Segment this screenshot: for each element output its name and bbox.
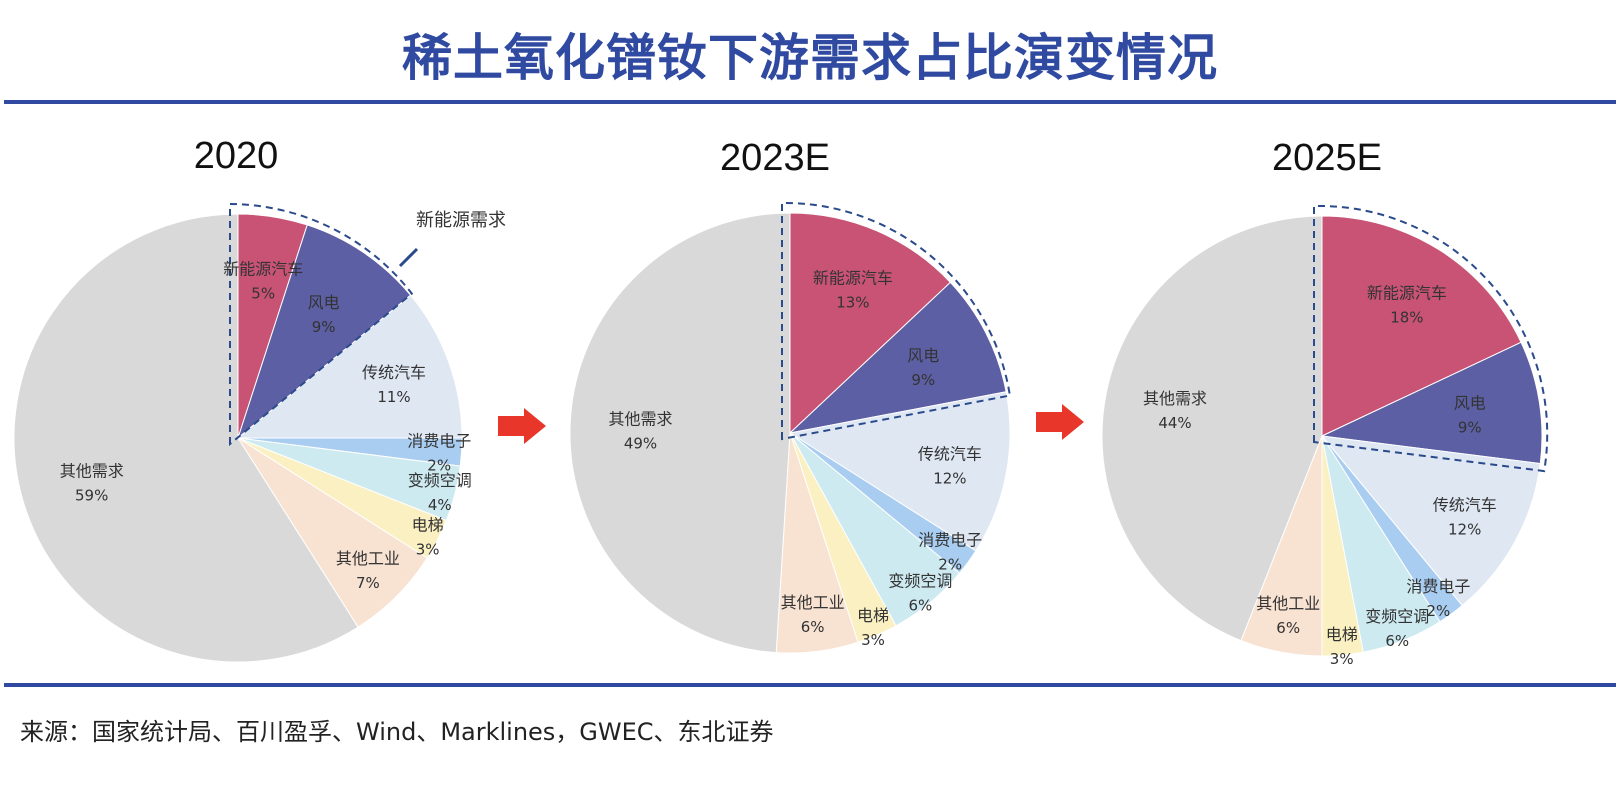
slice-label-0-1: 风电 xyxy=(308,293,340,312)
slice-value-2-0: 18% xyxy=(1390,308,1423,326)
highlight-outline-2 xyxy=(1313,204,1549,473)
slice-label-0-0: 新能源汽车 xyxy=(223,260,303,279)
slice-label-0-3: 消费电子 xyxy=(407,432,471,451)
pie-slice-2-2 xyxy=(1320,435,1541,607)
transition-arrow-1 xyxy=(1036,404,1084,440)
highlight-outline-0 xyxy=(229,202,414,447)
slice-label-2-7: 其他需求 xyxy=(1143,389,1207,408)
slice-value-2-3: 2% xyxy=(1427,602,1451,620)
slice-label-1-0: 新能源汽车 xyxy=(813,269,893,288)
slice-value-0-3: 2% xyxy=(427,457,451,475)
source-note: 来源：国家统计局、百川盈孚、Wind、Marklines，GWEC、东北证券 xyxy=(20,718,774,746)
slice-value-2-5: 3% xyxy=(1330,650,1354,668)
slice-label-1-2: 传统汽车 xyxy=(918,445,982,464)
slice-label-0-4: 变频空调 xyxy=(408,471,472,490)
top-divider xyxy=(4,100,1616,104)
slice-label-2-1: 风电 xyxy=(1454,394,1486,413)
slice-label-1-1: 风电 xyxy=(907,346,939,365)
pie-slice-0-2 xyxy=(236,294,463,439)
pie-slice-2-0 xyxy=(1321,215,1522,437)
slice-value-0-7: 59% xyxy=(75,487,108,505)
slice-label-0-7: 其他需求 xyxy=(60,462,124,481)
slice-value-2-1: 9% xyxy=(1458,419,1482,437)
slice-value-1-4: 6% xyxy=(909,597,933,615)
slice-value-0-0: 5% xyxy=(251,285,275,303)
highlight-outline-1 xyxy=(781,201,1012,441)
slice-label-2-6: 其他工业 xyxy=(1256,594,1320,613)
slice-value-2-2: 12% xyxy=(1448,520,1481,538)
slice-label-1-3: 消费电子 xyxy=(918,530,982,549)
slice-value-0-4: 4% xyxy=(428,496,452,514)
slice-label-0-2: 传统汽车 xyxy=(362,363,426,382)
slice-value-1-7: 49% xyxy=(624,434,657,452)
chart-title-1: 2023E xyxy=(720,137,830,179)
slice-value-1-0: 13% xyxy=(836,294,869,312)
slice-label-0-6: 其他工业 xyxy=(336,549,400,568)
slice-value-1-5: 3% xyxy=(861,631,885,649)
pie-slice-2-1 xyxy=(1320,341,1543,465)
slice-label-1-7: 其他需求 xyxy=(608,409,672,428)
slice-value-2-4: 6% xyxy=(1385,632,1409,650)
chart-title-2: 2025E xyxy=(1272,137,1382,179)
slice-value-2-6: 6% xyxy=(1276,619,1300,637)
slice-value-0-5: 3% xyxy=(416,541,440,559)
slice-value-0-1: 9% xyxy=(312,318,336,336)
slice-label-2-0: 新能源汽车 xyxy=(1367,283,1447,302)
pie-slice-0-7 xyxy=(13,213,359,663)
slice-label-2-4: 变频空调 xyxy=(1365,607,1429,626)
slice-value-1-6: 6% xyxy=(801,618,825,636)
transition-arrow-0 xyxy=(498,408,546,444)
slice-label-1-4: 变频空调 xyxy=(888,572,952,591)
bottom-divider xyxy=(4,683,1616,687)
slice-value-0-6: 7% xyxy=(356,574,380,592)
pie-slice-1-0 xyxy=(789,212,952,435)
chart-title-0: 2020 xyxy=(194,135,279,177)
slice-value-1-2: 12% xyxy=(933,470,966,488)
pie-slice-2-7 xyxy=(1101,215,1323,642)
pie-slice-0-1 xyxy=(236,224,412,440)
slice-label-0-5: 电梯 xyxy=(412,516,444,535)
slice-label-1-6: 其他工业 xyxy=(781,593,845,612)
callout-leader xyxy=(398,247,419,268)
slice-value-1-1: 9% xyxy=(911,371,935,389)
slice-label-2-5: 电梯 xyxy=(1326,625,1358,644)
slice-value-2-7: 44% xyxy=(1158,414,1191,432)
callout-label: 新能源需求 xyxy=(416,210,506,231)
pie-slice-1-7 xyxy=(569,212,791,654)
slice-label-2-3: 消费电子 xyxy=(1406,577,1470,596)
pie-slice-1-1 xyxy=(788,281,1007,434)
page-title: 稀土氧化镨钕下游需求占比演变情况 xyxy=(402,29,1218,87)
slice-label-1-5: 电梯 xyxy=(857,606,889,625)
pie-slice-1-2 xyxy=(788,391,1011,552)
slice-value-0-2: 11% xyxy=(377,388,410,406)
slice-label-2-2: 传统汽车 xyxy=(1433,495,1497,514)
slice-value-1-3: 2% xyxy=(938,555,962,573)
